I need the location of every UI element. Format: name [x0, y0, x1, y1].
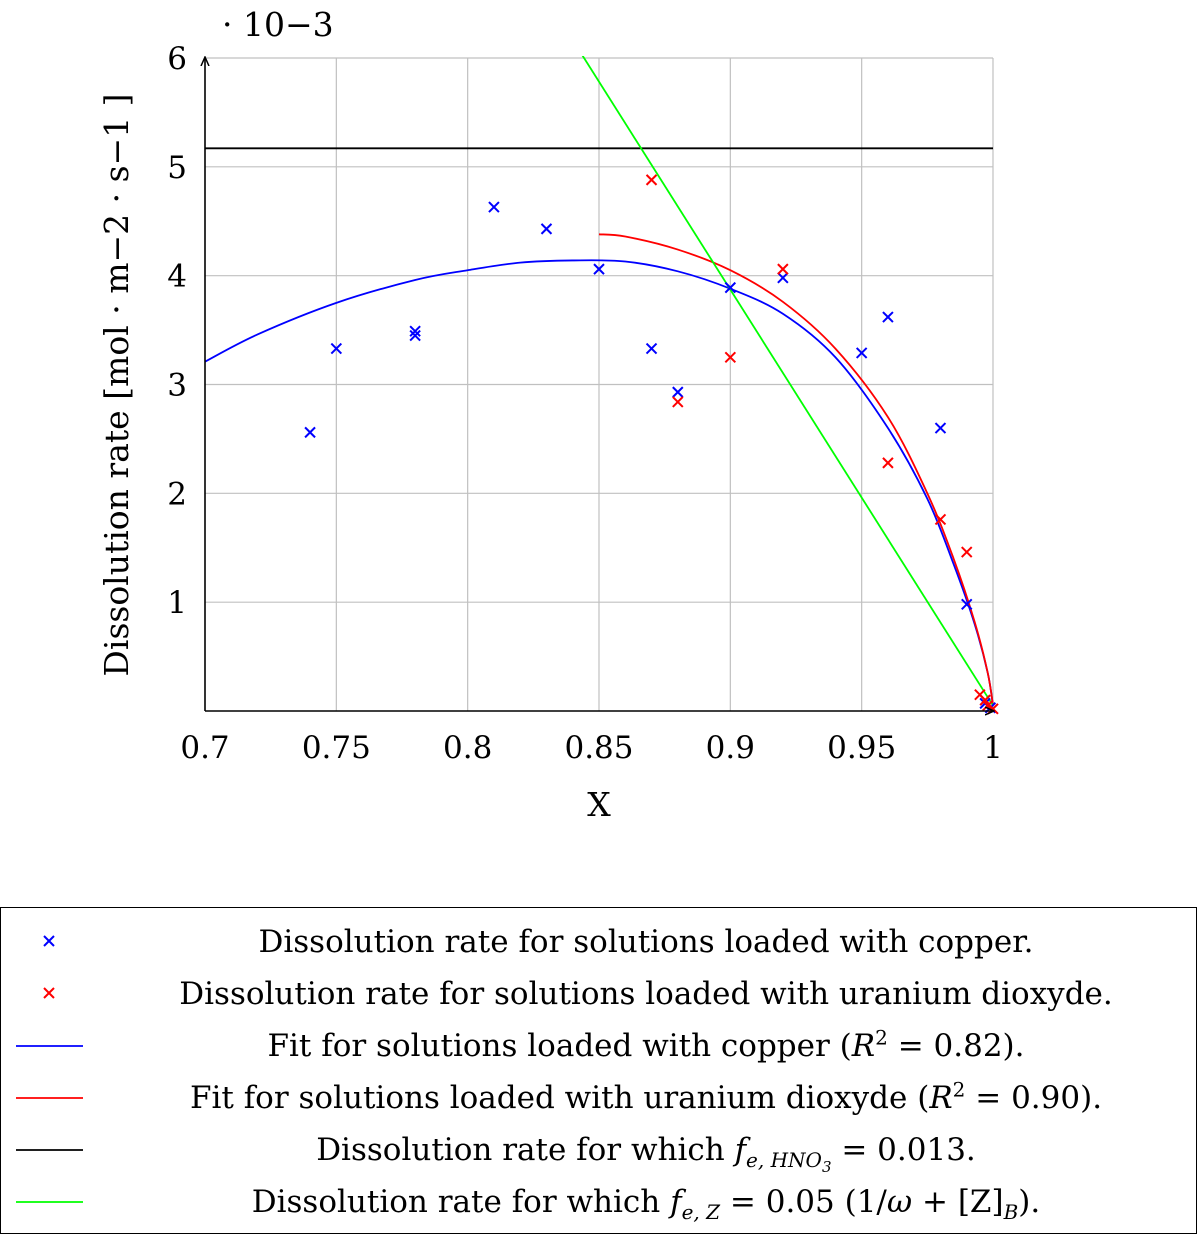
data-point	[672, 386, 684, 398]
y-tick-label: 2	[167, 476, 187, 512]
data-point	[882, 457, 894, 469]
data-point	[724, 351, 737, 363]
series-line	[205, 259, 994, 706]
chart-lines	[205, 56, 994, 707]
data-point	[961, 546, 973, 558]
dissolution-rate-chart: 0.7 0.75 0.8 0.85 0.9 0.95 1 1 2 3 4 5 6 · 10−3 X Di…	[97, 5, 1003, 824]
data-point	[777, 263, 789, 275]
legend-line-swatch	[1, 1124, 96, 1176]
chart-axes	[205, 58, 993, 711]
legend-cross-marker	[1, 968, 96, 1020]
data-point	[330, 342, 343, 355]
data-point	[593, 263, 605, 275]
y-tick-label: 6	[167, 41, 187, 77]
data-point	[882, 311, 894, 323]
legend-label: Dissolution rate for solutions loaded wi…	[258, 924, 1034, 960]
x-tick-label: 0.95	[827, 730, 896, 766]
legend-label: Fit for solutions loaded with uranium di…	[189, 1077, 1103, 1116]
series-line	[581, 56, 994, 707]
data-point	[645, 342, 658, 355]
y-tick-label: 4	[167, 259, 187, 295]
x-axis-title: X	[587, 785, 611, 824]
legend-label: Dissolution rate for which fe, Z = 0.05 …	[251, 1184, 1041, 1225]
legend-label: Fit for solutions loaded with copper (R2…	[267, 1025, 1025, 1064]
x-tick-label: 0.8	[443, 730, 492, 766]
data-point	[855, 347, 868, 359]
x-tick-label: 0.85	[564, 730, 633, 766]
chart-tick-labels: 0.7 0.75 0.8 0.85 0.9 0.95 1 1 2 3 4 5 6	[167, 41, 1003, 766]
data-point	[934, 422, 947, 434]
data-point	[488, 201, 500, 213]
chart-markers	[304, 174, 999, 715]
data-point	[934, 513, 947, 526]
data-point	[645, 174, 658, 186]
data-point	[540, 223, 553, 235]
legend-entry: Dissolution rate for solutions loaded wi…	[1, 968, 1196, 1020]
y-tick-label: 1	[167, 585, 187, 621]
data-point	[777, 272, 789, 284]
data-point	[304, 426, 316, 439]
y-multiplier-label: · 10−3	[222, 5, 334, 44]
chart-grid	[205, 57, 994, 711]
data-point	[672, 396, 684, 408]
legend-label: Dissolution rate for solutions loaded wi…	[179, 976, 1113, 1012]
legend-entry: Dissolution rate for solutions loaded wi…	[1, 916, 1196, 968]
legend-cross-marker	[1, 916, 96, 968]
x-tick-label: 0.75	[302, 730, 371, 766]
legend-label: Dissolution rate for which fe, HNO3 = 0.…	[316, 1132, 976, 1177]
data-point	[409, 325, 421, 337]
legend-entry: Fit for solutions loaded with uranium di…	[1, 1072, 1196, 1124]
legend-entry: Dissolution rate for which fe, Z = 0.05 …	[1, 1176, 1196, 1228]
x-tick-label: 0.7	[180, 730, 229, 766]
x-tick-label: 1	[983, 730, 1003, 766]
data-point	[961, 598, 973, 611]
y-tick-label: 5	[167, 150, 187, 186]
x-tick-label: 0.9	[706, 730, 755, 766]
legend-entry: Dissolution rate for which fe, HNO3 = 0.…	[1, 1124, 1196, 1176]
legend-entry: Fit for solutions loaded with copper (R2…	[1, 1020, 1196, 1072]
data-point	[409, 329, 421, 342]
y-tick-label: 3	[167, 368, 187, 404]
legend-line-swatch	[1, 1176, 96, 1228]
legend-line-swatch	[1, 1020, 96, 1072]
legend-line-swatch	[1, 1072, 96, 1124]
legend: Dissolution rate for solutions loaded wi…	[0, 907, 1197, 1234]
series-line	[598, 233, 994, 706]
y-axis-title: Dissolution rate [mol · m−2 · s−1 ]	[97, 93, 136, 676]
data-point	[724, 281, 737, 294]
